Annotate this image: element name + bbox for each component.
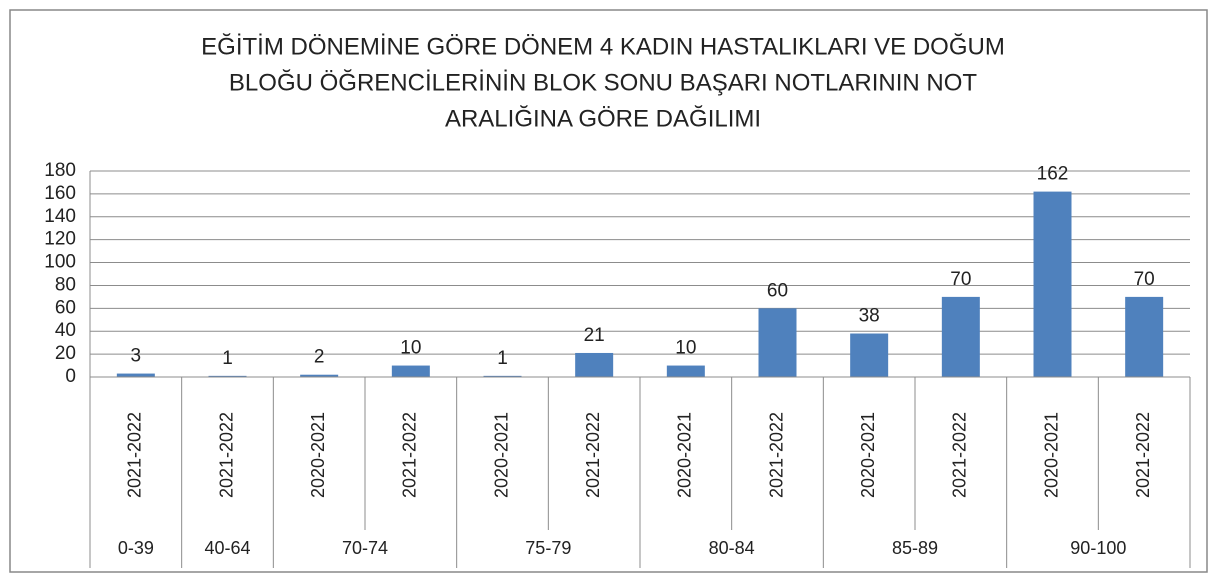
bar [300, 374, 339, 377]
y-tick-label: 60 [55, 297, 76, 318]
x-tick-label: 2020-2021 [675, 412, 695, 498]
y-tick-label: 0 [65, 366, 76, 387]
bar [758, 308, 797, 377]
x-tick-label: 2020-2021 [858, 412, 878, 498]
data-label: 162 [1037, 164, 1069, 185]
data-label: 70 [950, 269, 971, 290]
chart-border [9, 9, 1208, 573]
data-label: 2 [314, 347, 325, 368]
data-label: 1 [497, 348, 508, 369]
data-label: 21 [584, 325, 605, 346]
y-tick-label: 140 [44, 206, 76, 227]
y-tick-label: 80 [55, 274, 76, 295]
bar [1033, 191, 1072, 377]
group-label: 75-79 [525, 538, 571, 558]
y-tick-label: 20 [55, 343, 76, 364]
bar [850, 333, 889, 377]
data-label: 10 [400, 338, 421, 359]
bar [483, 375, 522, 377]
data-label: 3 [131, 346, 142, 367]
bar [208, 375, 247, 377]
bar [116, 373, 155, 377]
y-tick-label: 100 [44, 252, 76, 273]
x-tick-label: 2020-2021 [308, 412, 328, 498]
x-tick-label: 2021-2022 [125, 412, 145, 498]
chart-title: EĞİTİM DÖNEMİNE GÖRE DÖNEM 4 KADIN HASTA… [201, 33, 1005, 60]
data-label: 10 [675, 338, 696, 359]
x-tick-label: 2020-2021 [491, 412, 511, 498]
x-tick-label: 2021-2022 [216, 412, 236, 498]
x-tick-label: 2021-2022 [950, 412, 970, 498]
x-tick-label: 2021-2022 [766, 412, 786, 498]
bar [391, 365, 430, 377]
data-label: 70 [1134, 269, 1155, 290]
x-tick-label: 2020-2021 [1041, 412, 1061, 498]
x-tick-label: 2021-2022 [583, 412, 603, 498]
data-label: 1 [222, 348, 233, 369]
data-label: 38 [859, 306, 880, 327]
bar [941, 296, 980, 377]
y-tick-label: 40 [55, 320, 76, 341]
bar [666, 365, 705, 377]
group-label: 90-100 [1070, 538, 1126, 558]
bar [1125, 296, 1164, 377]
chart-title: BLOĞU ÖĞRENCİLERİNİN BLOK SONU BAŞARI NO… [229, 69, 977, 96]
group-label: 40-64 [204, 538, 250, 558]
y-tick-label: 120 [44, 229, 76, 250]
x-tick-label: 2021-2022 [400, 412, 420, 498]
chart-title: ARALIĞINA GÖRE DAĞILIMI [445, 105, 761, 132]
x-tick-label: 2021-2022 [1133, 412, 1153, 498]
data-label: 60 [767, 280, 788, 301]
y-tick-label: 180 [44, 160, 76, 181]
y-tick-label: 160 [44, 183, 76, 204]
bar [575, 352, 614, 377]
group-label: 70-74 [342, 538, 388, 558]
group-label: 85-89 [892, 538, 938, 558]
group-label: 80-84 [709, 538, 755, 558]
group-label: 0-39 [118, 538, 154, 558]
